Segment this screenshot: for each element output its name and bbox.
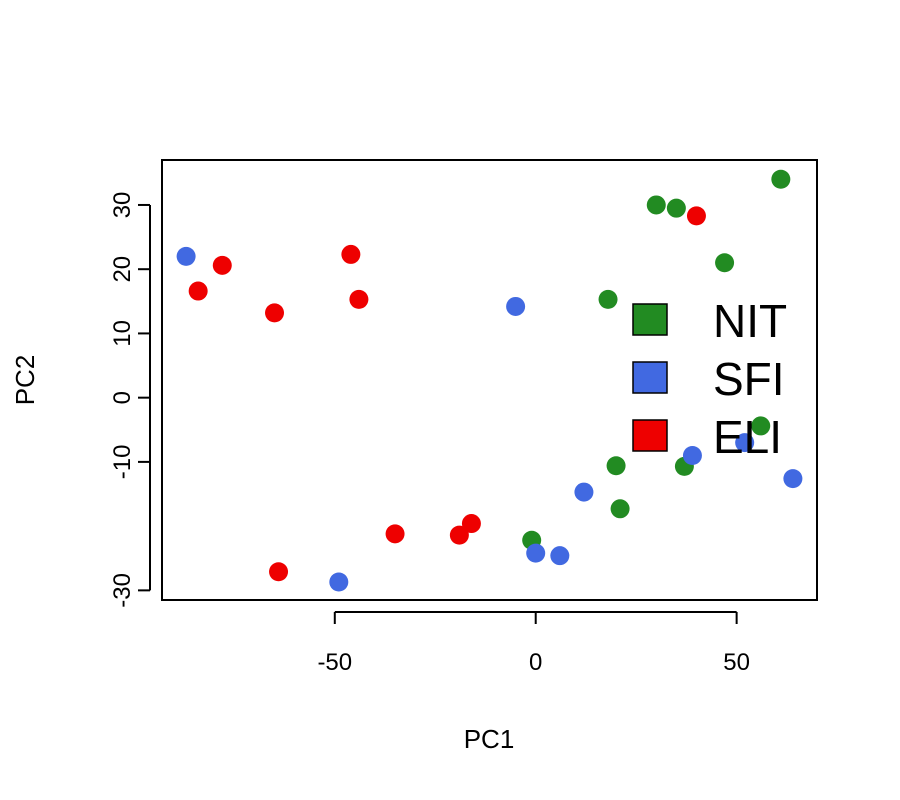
- point-sfi: [506, 296, 526, 316]
- point-eli: [265, 303, 285, 323]
- point-nit: [606, 456, 626, 476]
- y-tick-label: 0: [109, 391, 136, 404]
- point-sfi: [735, 433, 755, 453]
- point-nit: [751, 416, 771, 436]
- y-tick-label: 20: [109, 256, 136, 283]
- point-eli: [461, 514, 481, 534]
- y-tick-label: -30: [109, 573, 136, 608]
- point-nit: [771, 169, 791, 189]
- point-eli: [188, 281, 208, 301]
- y-axis-title: PC2: [10, 355, 40, 406]
- y-tick-label: -10: [109, 445, 136, 480]
- x-axis-title: PC1: [464, 724, 515, 754]
- point-nit: [715, 253, 735, 273]
- point-nit: [646, 195, 666, 215]
- point-nit: [598, 289, 618, 309]
- point-eli: [686, 206, 706, 226]
- point-eli: [349, 289, 369, 309]
- x-tick-label: -50: [317, 649, 352, 676]
- point-sfi: [550, 546, 570, 566]
- point-sfi: [574, 482, 594, 502]
- legend-swatch-nit: [632, 303, 668, 336]
- data-points: [176, 169, 803, 592]
- point-nit: [666, 198, 686, 218]
- x-tick-label: 0: [529, 649, 542, 676]
- x-tick-label: 50: [723, 649, 750, 676]
- legend-label-sfi: SFI: [713, 353, 785, 405]
- point-eli: [212, 255, 232, 275]
- axes: -50 0 50 -30 -10 0 10 20 30: [109, 192, 750, 676]
- legend: NIT SFI ELI: [632, 295, 787, 463]
- point-sfi: [783, 469, 803, 489]
- point-eli: [449, 525, 469, 545]
- point-nit: [610, 499, 630, 519]
- point-sfi: [329, 572, 349, 592]
- point-sfi: [526, 543, 546, 563]
- point-sfi: [682, 445, 702, 465]
- point-eli: [385, 524, 405, 544]
- y-tick-label: 10: [109, 320, 136, 347]
- legend-label-eli: ELI: [713, 411, 782, 463]
- legend-swatch-eli: [632, 419, 668, 452]
- plot-frame: [161, 159, 818, 601]
- y-tick-label: 30: [109, 192, 136, 219]
- point-sfi: [176, 246, 196, 266]
- point-eli: [341, 244, 361, 264]
- point-eli: [269, 562, 289, 582]
- legend-label-nit: NIT: [713, 295, 787, 347]
- legend-swatch-sfi: [632, 361, 668, 394]
